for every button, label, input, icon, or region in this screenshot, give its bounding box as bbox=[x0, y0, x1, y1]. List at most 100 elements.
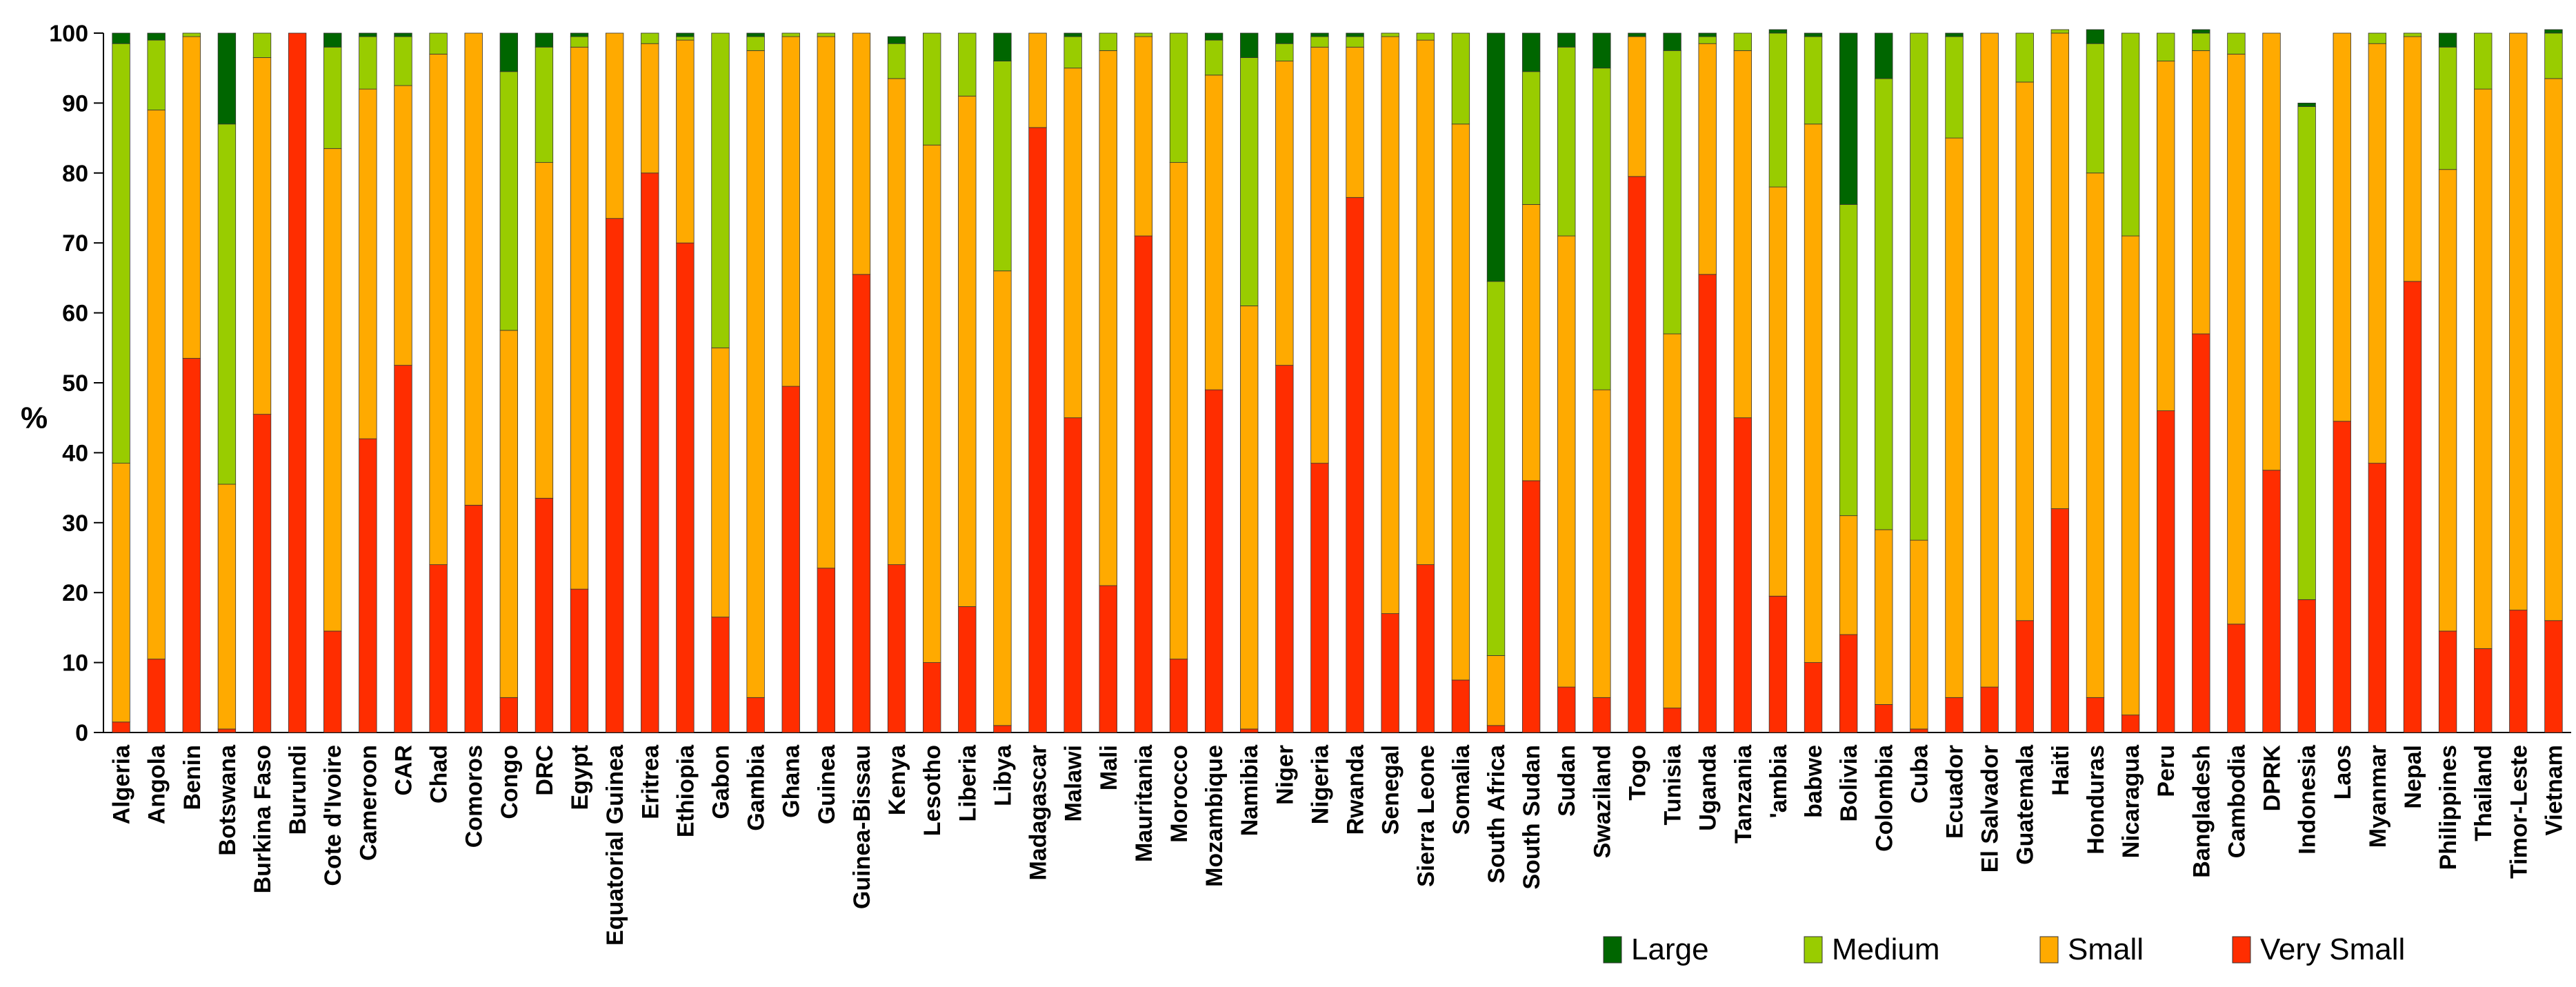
bar-madagascar-very-small bbox=[1028, 127, 1047, 733]
bar-senegal-medium bbox=[1381, 32, 1399, 37]
bar-stack-eritrea bbox=[641, 32, 659, 733]
bar-stack-nicaragua bbox=[2121, 32, 2140, 733]
x-tick-label: Peru bbox=[2153, 745, 2179, 797]
x-tick-label: Bolivia bbox=[1836, 744, 1862, 822]
bar-peru-medium bbox=[2157, 32, 2175, 61]
x-tick-label: Bangladesh bbox=[2188, 745, 2215, 878]
bar-angola-large bbox=[147, 32, 166, 41]
bar-stack-mauritania bbox=[1134, 32, 1153, 733]
x-tick-label: Egypt bbox=[567, 745, 593, 810]
bar-guinea-small bbox=[817, 36, 836, 569]
bar-stack-chad bbox=[429, 32, 448, 733]
bar-stack-lesotho bbox=[923, 32, 941, 733]
bar-stack-congo bbox=[499, 32, 518, 733]
bar-algeria-medium bbox=[112, 43, 130, 464]
bar-stack-equatorial-guinea bbox=[605, 32, 624, 733]
bar-gambia-very-small bbox=[746, 697, 765, 733]
x-tick-label: Mozambique bbox=[1201, 745, 1228, 887]
bar-uganda-medium bbox=[1698, 36, 1717, 44]
bar-stack-philippines bbox=[2438, 32, 2457, 733]
bar-stack-angola bbox=[147, 32, 166, 733]
bar-egypt-small bbox=[570, 46, 589, 590]
bar-kenya-very-small bbox=[887, 564, 906, 733]
x-tick-label: DRC bbox=[532, 745, 558, 796]
y-tick-label: 90 bbox=[62, 90, 88, 117]
bar-nicaragua-medium bbox=[2121, 32, 2140, 237]
bar-car-small bbox=[394, 85, 412, 366]
bar-gambia-medium bbox=[746, 36, 765, 51]
x-tick-label: Algeria bbox=[109, 744, 135, 824]
x-tick-label: Somalia bbox=[1448, 744, 1475, 835]
bar-stack-guatemala bbox=[2015, 32, 2034, 733]
bar-stack-sierra-leone bbox=[1416, 32, 1435, 733]
bar-philippines-very-small bbox=[2438, 630, 2457, 733]
bar-tanzania-medium bbox=[1733, 32, 1753, 51]
x-tick-label: DPRK bbox=[2259, 745, 2286, 812]
bar-zimbabwe-very-small bbox=[1804, 662, 1823, 733]
bar-bolivia-small bbox=[1839, 515, 1858, 635]
x-tick-label: Kenya bbox=[884, 744, 910, 815]
bar-algeria-very-small bbox=[112, 721, 130, 733]
y-tick-label: 50 bbox=[62, 370, 88, 397]
bar-somalia-very-small bbox=[1451, 679, 1470, 733]
bar-algeria-large bbox=[112, 32, 130, 44]
bar-myanmar-small bbox=[2368, 43, 2387, 464]
bar-cameroon-small bbox=[359, 88, 377, 439]
bar-angola-very-small bbox=[147, 659, 166, 733]
x-tick-label: South Sudan bbox=[1519, 745, 1545, 890]
bar-sierra-leone-small bbox=[1416, 39, 1435, 566]
bar-mozambique-small bbox=[1204, 74, 1224, 390]
bar-uganda-very-small bbox=[1698, 274, 1717, 733]
bar-dprk-small bbox=[2262, 32, 2281, 471]
x-tick-label: Tunisia bbox=[1660, 744, 1686, 826]
bar-el-salvador-very-small bbox=[1980, 686, 1999, 733]
bar-drc-large bbox=[535, 32, 554, 48]
bar-namibia-very-small bbox=[1240, 728, 1259, 733]
bar-car-very-small bbox=[394, 365, 412, 733]
x-tick-label: Philippines bbox=[2435, 745, 2462, 870]
bar-laos-small bbox=[2333, 32, 2351, 422]
bar-egypt-large bbox=[570, 32, 589, 37]
x-tick-label: Colombia bbox=[1871, 744, 1897, 852]
bar-south-africa-very-small bbox=[1486, 725, 1506, 733]
bar-stack-south-sudan bbox=[1521, 32, 1541, 733]
x-tick-label: Togo bbox=[1624, 745, 1650, 801]
bar-stack-tunisia bbox=[1663, 32, 1681, 733]
y-tick-label: 20 bbox=[62, 580, 88, 606]
bar-malawi-small bbox=[1064, 68, 1082, 419]
bar-honduras-small bbox=[2086, 172, 2105, 698]
bar-stack-madagascar bbox=[1028, 32, 1047, 733]
bar-libya-large bbox=[993, 32, 1012, 61]
bar-cuba-very-small bbox=[1910, 728, 1928, 733]
bar-angola-small bbox=[147, 110, 166, 659]
bar-cote-d-ivoire-large bbox=[323, 32, 342, 48]
bar-botswana-large bbox=[217, 32, 237, 125]
x-tick-label: Ecuador bbox=[1942, 745, 1968, 839]
bar-stack-ethiopia bbox=[676, 32, 695, 733]
x-tick-label: Guatemala bbox=[2013, 744, 2039, 865]
x-tick-label: Thailand bbox=[2470, 745, 2497, 841]
bar-stack-ecuador bbox=[1945, 32, 1964, 733]
bar-peru-small bbox=[2157, 61, 2175, 411]
bar-stack-cote-d-ivoire bbox=[323, 32, 342, 733]
bar-stack-mozambique bbox=[1204, 32, 1224, 733]
bar-stack-cambodia bbox=[2227, 32, 2246, 733]
bar-ghana-medium bbox=[781, 32, 800, 37]
bar-nepal-very-small bbox=[2403, 281, 2422, 733]
bar-gambia-small bbox=[746, 50, 765, 698]
bar-nigeria-small bbox=[1310, 46, 1329, 464]
bar-colombia-medium bbox=[1875, 78, 1893, 530]
x-tick-label: Swaziland bbox=[1589, 745, 1615, 858]
bar-liberia-small bbox=[958, 95, 977, 607]
bar-senegal-small bbox=[1381, 36, 1399, 615]
bar-haiti-medium bbox=[2050, 29, 2070, 34]
bar-stack-niger bbox=[1275, 32, 1294, 733]
bar-philippines-small bbox=[2438, 169, 2457, 632]
x-tick-label: Burundi bbox=[285, 745, 311, 835]
x-tick-label: Laos bbox=[2330, 745, 2356, 799]
bar-bangladesh-very-small bbox=[2192, 333, 2210, 733]
bar-benin-very-small bbox=[182, 358, 201, 733]
bar-stack-benin bbox=[182, 32, 201, 733]
